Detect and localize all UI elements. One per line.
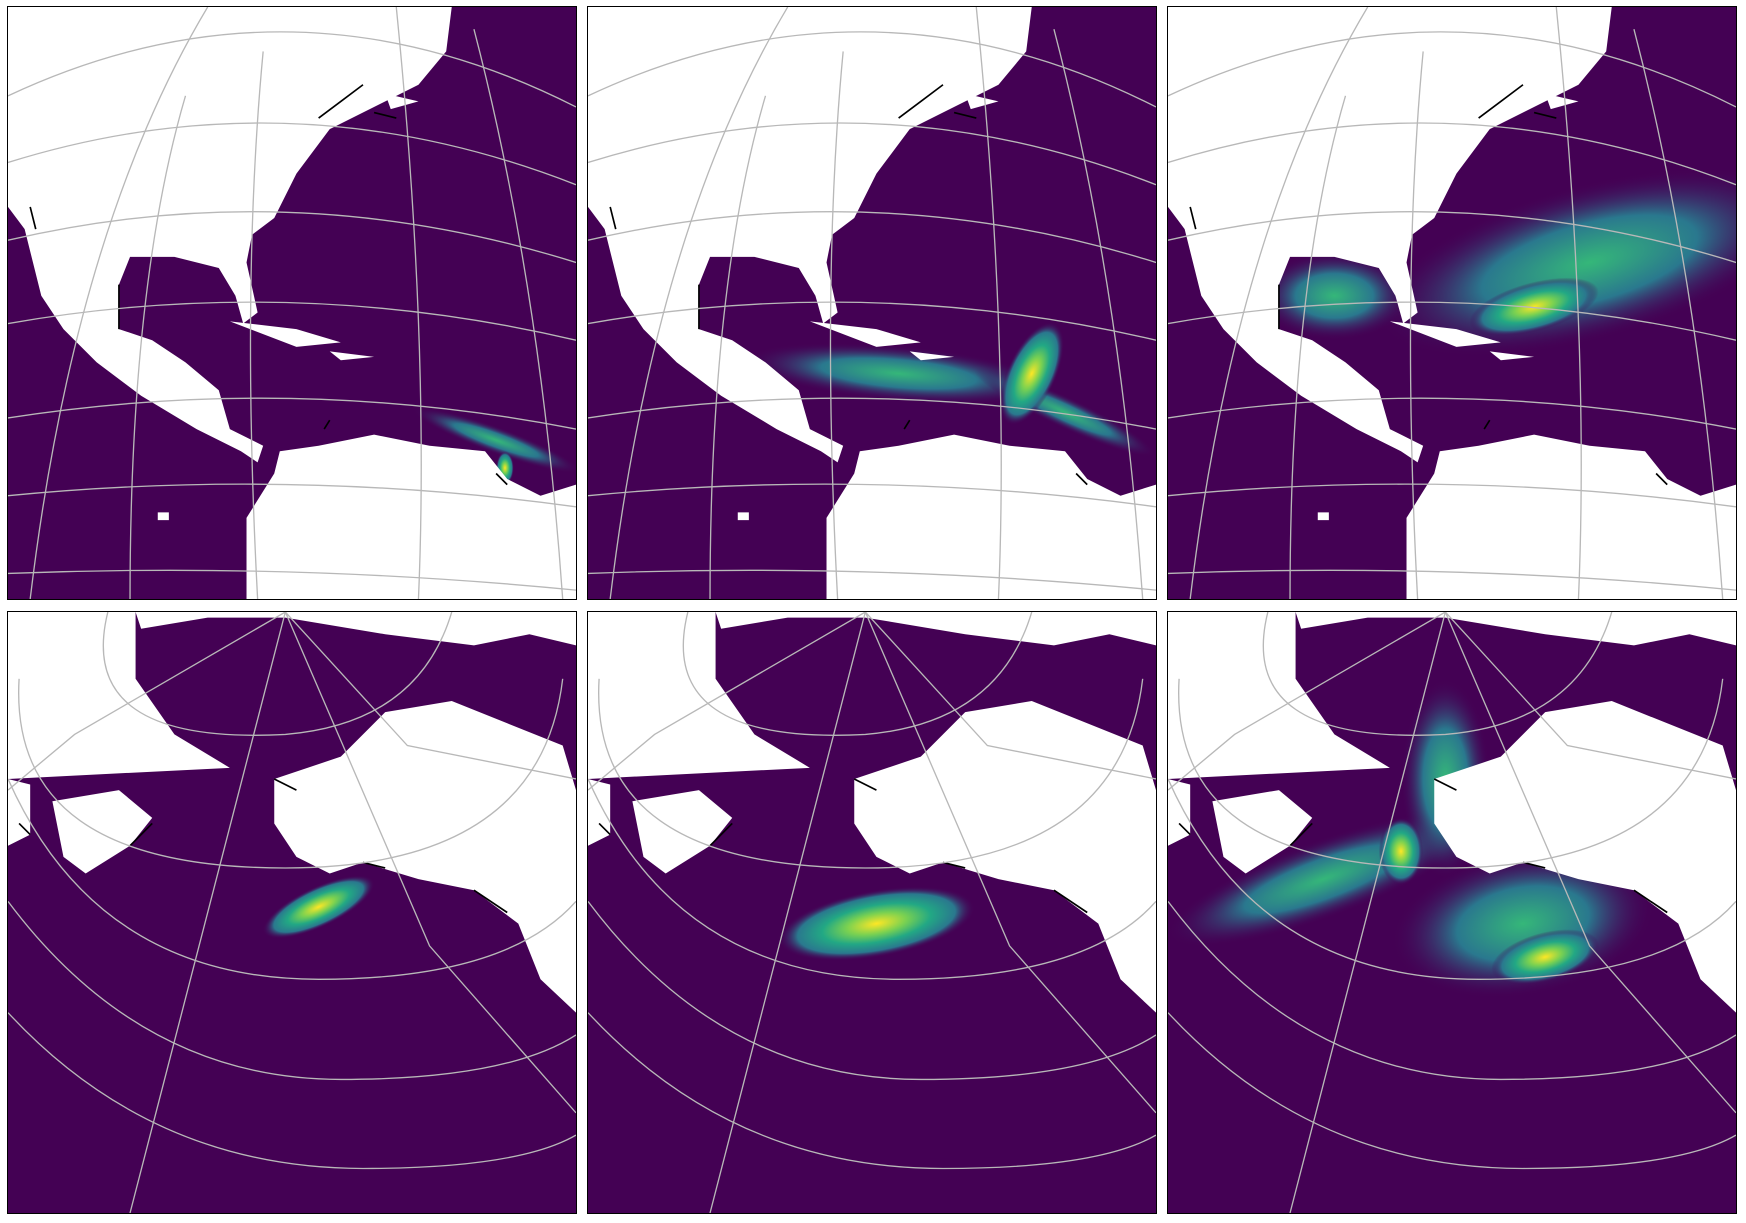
map-panel [587,611,1157,1214]
map-panel [1167,6,1737,600]
map-panel [7,611,577,1214]
map-panel [1167,611,1737,1214]
map [1168,7,1736,599]
map-panel [7,6,577,600]
map [1168,612,1736,1213]
map [8,7,576,599]
map [8,612,576,1213]
map [588,7,1156,599]
map-panel [587,6,1157,600]
map [588,612,1156,1213]
